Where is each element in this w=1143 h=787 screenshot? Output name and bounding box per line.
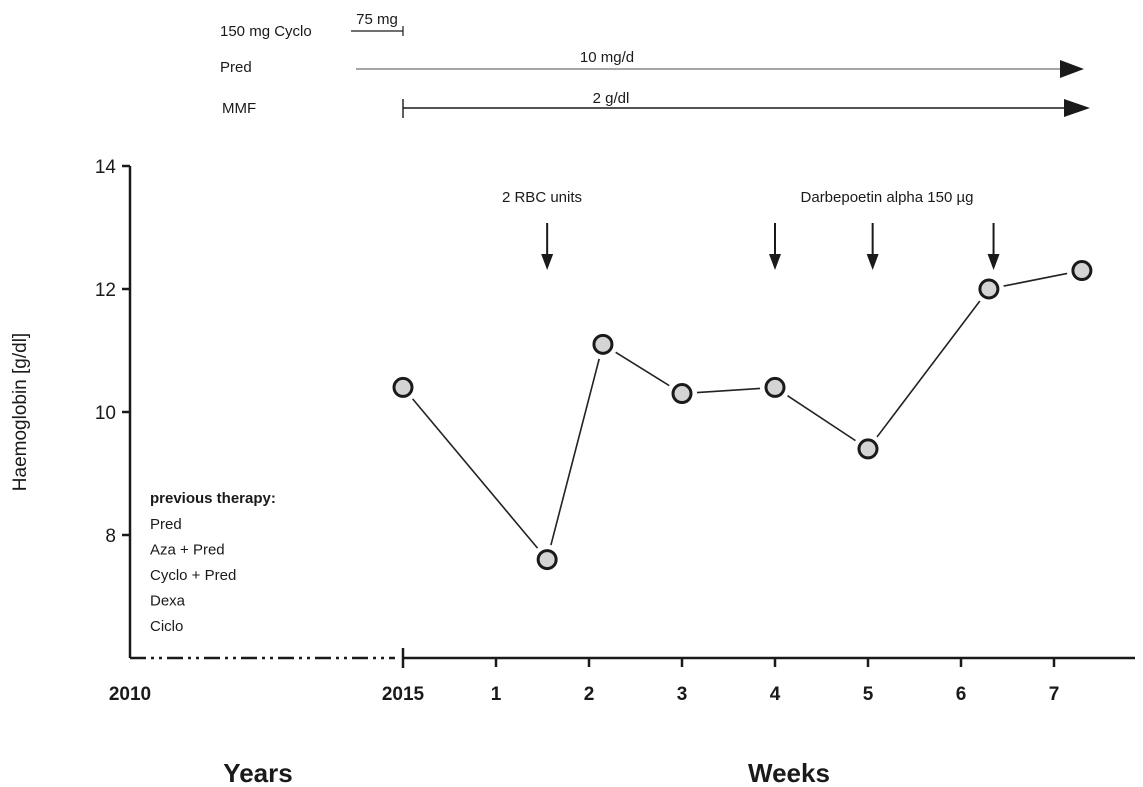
series-points <box>392 260 1093 571</box>
x-tick-label: 4 <box>770 684 781 705</box>
dose-annotations: 2 RBC units Darbepoetin alpha 150 µg <box>502 189 1000 270</box>
data-point <box>392 376 414 398</box>
x-tick-label: 3 <box>677 684 688 705</box>
data-point <box>671 383 693 405</box>
data-point <box>1071 260 1093 282</box>
y-tick-label: 10 <box>95 403 116 424</box>
series-segment <box>696 387 761 394</box>
series-segment <box>615 351 670 387</box>
previous-therapy-item: Ciclo <box>150 618 183 635</box>
y-tick-label: 12 <box>95 280 116 301</box>
y-tick-label: 8 <box>105 526 116 547</box>
previous-therapy-item: Aza + Pred <box>150 542 225 559</box>
previous-therapy-item: Cyclo + Pred <box>150 567 236 584</box>
series-segment <box>876 300 981 438</box>
therapy-drug-label: Pred <box>220 59 252 76</box>
previous-therapy-note: previous therapy: Pred Aza + Pred Cyclo + … <box>150 490 276 635</box>
data-point <box>536 549 558 571</box>
x-axis-label-years: Years <box>223 758 292 787</box>
y-tick-label: 14 <box>95 157 117 178</box>
x-tick-label: 5 <box>863 684 874 705</box>
therapy-dose-label: 75 mg <box>356 11 398 28</box>
therapy-dose-label: 2 g/dl <box>593 90 630 107</box>
x-tick-label: 2 <box>584 684 595 705</box>
darbepoetin-arrow-head <box>769 254 781 270</box>
series-line <box>412 272 1068 549</box>
x-tick-label: 6 <box>956 684 967 705</box>
previous-therapy-item: Pred <box>150 516 182 533</box>
rbc-label: 2 RBC units <box>502 189 582 206</box>
data-point <box>592 333 614 355</box>
series-segment <box>412 398 539 549</box>
x-tick-label-year: 2015 <box>382 684 425 705</box>
previous-therapy-title: previous therapy: <box>150 490 276 507</box>
x-axis-label-weeks: Weeks <box>748 758 830 787</box>
data-point <box>978 278 1000 300</box>
therapy-timeline: 150 mg Cyclo 75 mg Pred 10 mg/d MMF 2 g/dl <box>220 11 1090 118</box>
series-segment <box>1003 272 1068 287</box>
therapy-drug-label: MMF <box>222 100 256 117</box>
x-tick-label-year: 2010 <box>109 684 151 705</box>
therapy-arrowhead <box>1064 99 1090 117</box>
x-tick-label: 1 <box>491 684 502 705</box>
data-point <box>857 438 879 460</box>
darbepoetin-arrow-head <box>866 254 879 270</box>
darbepoetin-label: Darbepoetin alpha 150 µg <box>801 189 974 206</box>
therapy-dose-label: 10 mg/d <box>580 49 634 66</box>
series-segment <box>787 395 856 442</box>
therapy-drug-label: 150 mg Cyclo <box>220 23 312 40</box>
y-axis-label: Haemoglobin [g/dl] <box>10 333 31 491</box>
darbepoetin-arrow-head <box>987 254 1000 270</box>
rbc-arrow-head <box>541 254 554 270</box>
data-point <box>764 376 786 398</box>
therapy-arrowhead <box>1060 60 1084 78</box>
previous-therapy-item: Dexa <box>150 593 186 610</box>
x-tick-label: 7 <box>1049 684 1060 705</box>
series-segment <box>550 358 600 546</box>
